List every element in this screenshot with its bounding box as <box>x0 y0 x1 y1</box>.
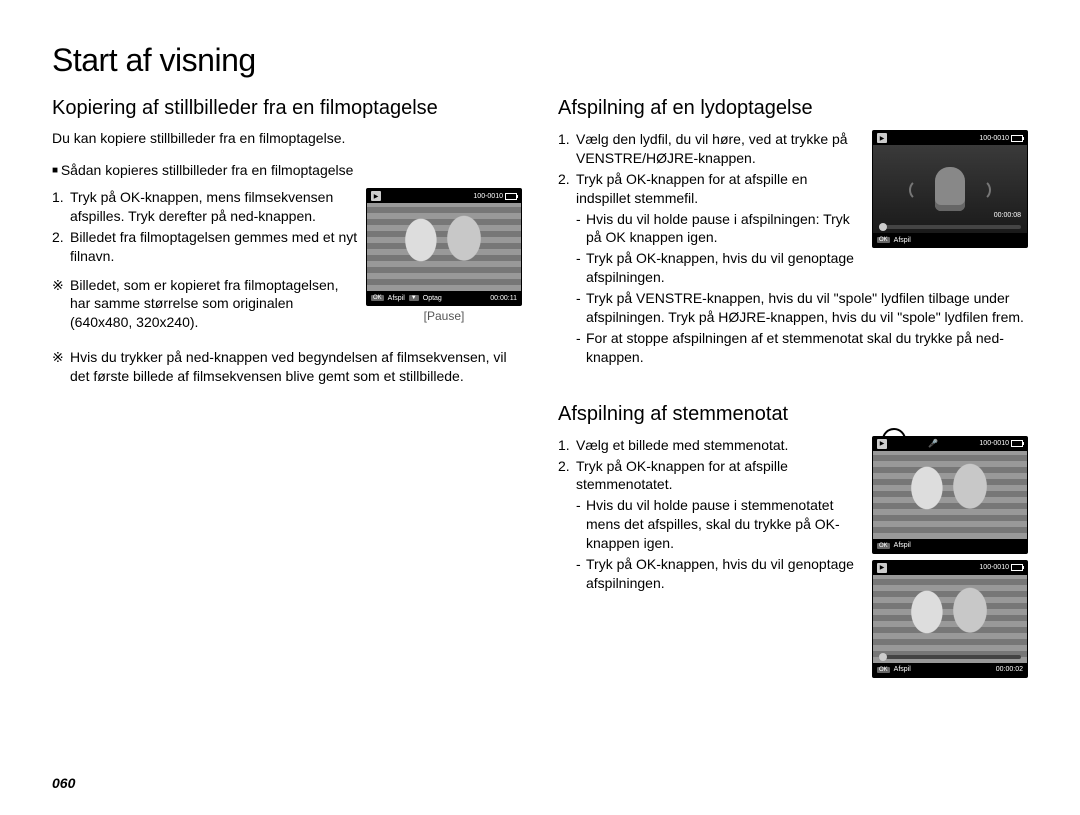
right-a-block: Vælg den lydfil, du vil høre, ved at try… <box>558 130 1028 289</box>
photo-thumbnail <box>873 575 1027 663</box>
optag-label: Optag <box>423 295 442 302</box>
play-icon: ▶ <box>877 439 887 449</box>
left-steps: Tryk på OK-knappen, mens filmsekvensen a… <box>52 188 358 266</box>
left-intro: Du kan kopiere stillbilleder fra en film… <box>52 130 522 146</box>
list-item: Vælg den lydfil, du vil høre, ved at try… <box>558 130 864 168</box>
page-title: Start af visning <box>52 42 1028 79</box>
microphone-icon <box>935 167 965 211</box>
lcd-audio: ▶ 100-0010 00:00:08 <box>872 130 1028 248</box>
progress-bar <box>879 655 1021 659</box>
figure-caption: [Pause] <box>424 309 465 323</box>
dash-item: Hvis du vil holde pause i stemmenotatet … <box>558 496 864 553</box>
right-b-block: Vælg et billede med stemmenotat. Tryk på… <box>558 436 1028 678</box>
photo-thumbnail <box>367 203 521 291</box>
time-label: 00:00:02 <box>996 666 1023 673</box>
list-item: Tryk på OK-knappen for at afspille en in… <box>558 170 864 208</box>
ok-chip: OK <box>877 543 890 549</box>
file-number: 100-0010 <box>979 135 1009 142</box>
ok-chip: OK <box>371 295 384 301</box>
battery-icon <box>1011 440 1023 447</box>
progress-bar <box>879 225 1021 229</box>
page-number: 060 <box>52 775 75 791</box>
dash-item: Hvis du vil holde pause i afspilningen: … <box>558 210 864 248</box>
list-item: Billedet fra filmoptagelsen gemmes med e… <box>52 228 358 266</box>
ok-chip: OK <box>877 667 890 673</box>
right-b-figures: ▶ 🎤 100-0010 OK Afspil <box>872 436 1028 678</box>
ok-chip: OK <box>877 237 890 243</box>
audio-visual: 00:00:08 <box>873 145 1027 233</box>
left-block1: Tryk på OK-knappen, mens filmsekvensen a… <box>52 188 522 338</box>
afspil-label: Afspil <box>894 666 911 673</box>
right-column: Afspilning af en lydoptagelse Vælg den l… <box>558 97 1028 678</box>
left-subheading: Sådan kopieres stillbilleder fra en film… <box>52 162 522 178</box>
right-b-steps: Vælg et billede med stemmenotat. Tryk på… <box>558 436 864 495</box>
afspil-label: Afspil <box>894 542 911 549</box>
right-a-figure: ▶ 100-0010 00:00:08 <box>872 130 1028 248</box>
list-item: Tryk på OK-knappen, mens filmsekvensen a… <box>52 188 358 226</box>
content-columns: Kopiering af stillbilleder fra en filmop… <box>52 97 1028 678</box>
battery-icon <box>505 193 517 200</box>
left-heading: Kopiering af stillbilleder fra en filmop… <box>52 97 522 120</box>
file-number: 100-0010 <box>979 564 1009 571</box>
dash-item: Tryk på OK-knappen, hvis du vil genoptag… <box>558 555 864 593</box>
voice-icon: 🎤 <box>928 439 938 448</box>
afspil-label: Afspil <box>894 237 911 244</box>
lcd-screenshot: ▶ 🎤 100-0010 OK Afspil <box>872 436 1028 554</box>
play-icon: ▶ <box>877 563 887 573</box>
dash-item: Tryk på OK-knappen, hvis du vil genoptag… <box>558 249 864 287</box>
list-item: Tryk på OK-knappen for at afspille stemm… <box>558 457 864 495</box>
play-icon: ▶ <box>371 191 381 201</box>
battery-icon <box>1011 564 1023 571</box>
lcd-screenshot: ▶ 100-0010 OK Afspil 00:00:02 <box>872 560 1028 678</box>
battery-icon <box>1011 135 1023 142</box>
left-column: Kopiering af stillbilleder fra en filmop… <box>52 97 522 678</box>
left-figure: ▶ 100-0010 OK Afspil ▼ Optag 00:00:11 <box>366 188 522 323</box>
afspil-label: Afspil <box>388 295 405 302</box>
play-icon: ▶ <box>877 133 887 143</box>
right-a-steps: Vælg den lydfil, du vil høre, ved at try… <box>558 130 864 208</box>
note-item: Billedet, som er kopieret fra filmoptage… <box>52 276 358 333</box>
file-number: 100-0010 <box>979 440 1009 447</box>
right-b-heading: Afspilning af stemmenotat <box>558 403 1028 426</box>
right-a-heading: Afspilning af en lydoptagelse <box>558 97 1028 120</box>
dash-item: Tryk på VENSTRE-knappen, hvis du vil "sp… <box>558 289 1028 327</box>
note-item: Hvis du trykker på ned-knappen ved begyn… <box>52 348 522 386</box>
time-label: 00:00:08 <box>994 212 1021 219</box>
time-label: 00:00:11 <box>490 295 517 302</box>
dash-item: For at stoppe afspilningen af et stemmen… <box>558 329 1028 367</box>
file-number: 100-0010 <box>473 193 503 200</box>
down-chip: ▼ <box>409 295 419 301</box>
photo-thumbnail <box>873 451 1027 539</box>
lcd-screenshot: ▶ 100-0010 OK Afspil ▼ Optag 00:00:11 <box>366 188 522 306</box>
list-item: Vælg et billede med stemmenotat. <box>558 436 864 455</box>
